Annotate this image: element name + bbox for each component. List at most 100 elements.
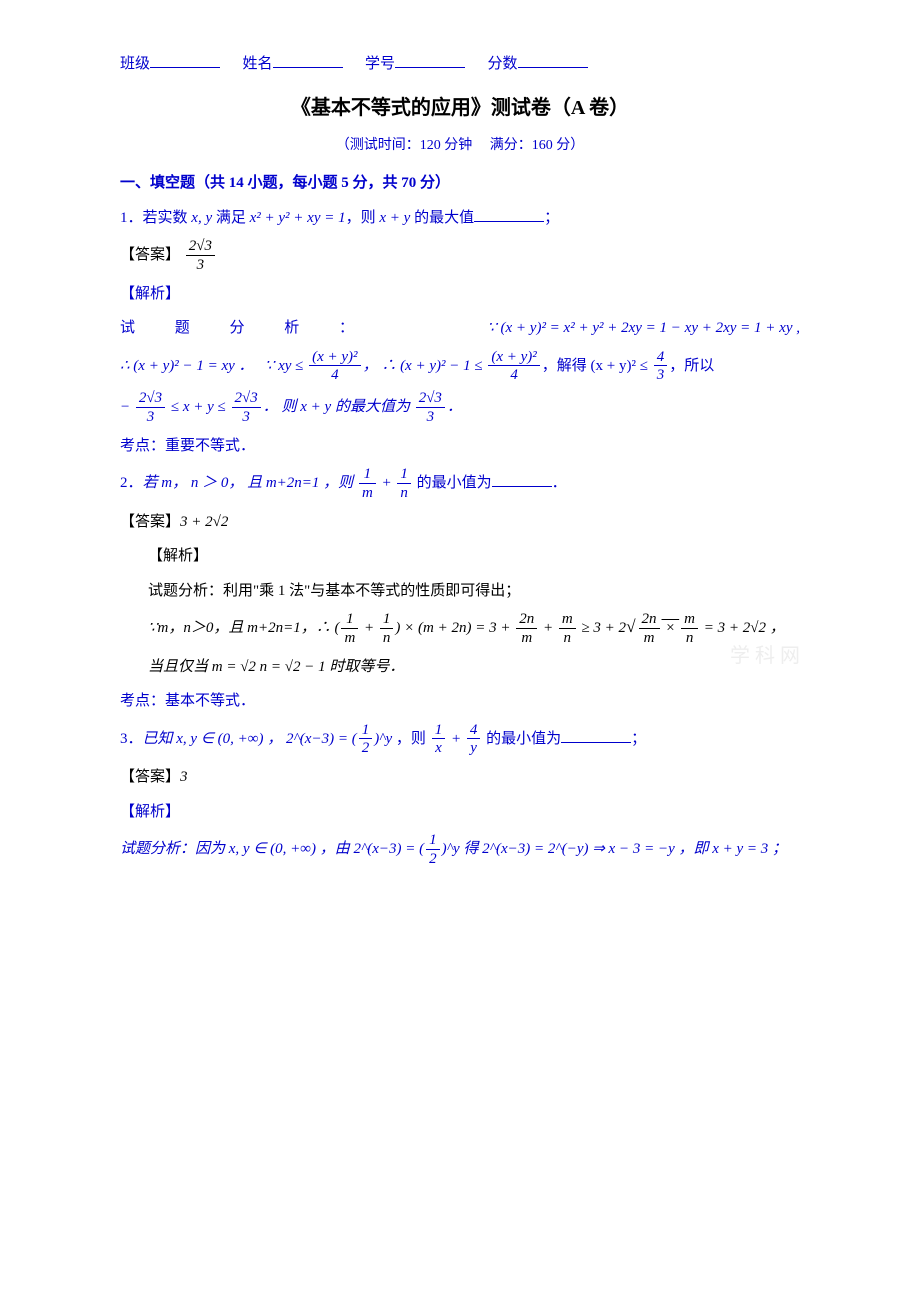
q1-line3-b: ≤ x + y ≤ <box>167 399 229 415</box>
q3-hd: 2 <box>359 739 373 757</box>
q2-text-a: 若 m， n ＞ 0， 且 m+2n=1 ，则 <box>143 475 357 491</box>
q1-line3-c: ． 则 x + y 的最大值为 <box>263 399 414 415</box>
q1-frac2-den: 4 <box>309 366 360 384</box>
subtitle-score: 满分：160 分） <box>490 138 585 153</box>
q3-expr1b: )^y <box>374 731 392 747</box>
q2-plus: + <box>378 475 396 491</box>
section-1-head: 一、填空题（共 14 小题，每小题 5 分，共 70 分） <box>120 169 800 198</box>
q1-text-d: 的最大值 <box>410 210 474 226</box>
q2-l2f2d: n <box>380 629 394 647</box>
q1-tail: ； <box>544 210 559 226</box>
q2-line2-a: ∵m，n＞0，且 m+2n=1，∴ ( <box>148 620 339 636</box>
q1-answer: 【答案】 2√3 3 <box>120 238 800 274</box>
q3-stem: 3．已知 x, y ∈ (0, +∞) ， 2^(x−3) = (12)^y ，… <box>120 722 800 758</box>
q3-line1-a: 试题分析：因为 x, y ∈ (0, +∞) ，由 <box>120 841 353 857</box>
score-label: 分数 <box>488 56 518 72</box>
name-label: 姓名 <box>243 56 273 72</box>
q3-ans: 3 <box>180 769 188 785</box>
q3-fAd: x <box>432 739 446 757</box>
q1-analysis-head: 试 题 分 析 ： <box>120 314 372 343</box>
q1-ans-label: 【答案】 <box>120 247 180 263</box>
q1-f3b-num: 2√3 <box>232 390 261 408</box>
q3-text-a: 已知 x, y ∈ (0, +∞) ， <box>143 731 286 747</box>
q2-kaodian: 考点：基本不等式． <box>120 687 800 716</box>
q3-answer: 【答案】3 <box>120 763 800 792</box>
q2-sqd1: m <box>639 629 660 647</box>
q2-line2-c: ≥ 3 + 2 <box>578 620 626 636</box>
q1-line2-b: ∵ xy ≤ <box>265 358 307 374</box>
q1-line3-a: − <box>120 399 134 415</box>
q1-line2-c: ， ∴ (x + y)² − 1 ≤ <box>363 358 487 374</box>
q3-expr1b2: )^y <box>442 841 460 857</box>
watermark: 学 科 网 <box>730 637 800 675</box>
q3-line1: 试题分析：因为 x, y ∈ (0, +∞) ，由 2^(x−3) = (12)… <box>120 832 800 868</box>
q2-line2: ∵m，n＞0，且 m+2n=1，∴ (1m + 1n) × (m + 2n) =… <box>120 611 800 647</box>
q1-line2-e: ，所以 <box>669 358 714 374</box>
q3-fBd: y <box>467 739 481 757</box>
q2-text-b: 的最小值为 <box>413 475 492 491</box>
q1-xy: x, y <box>191 210 212 226</box>
q2-line3: 当且仅当 m = √2 n = √2 − 1 时取等号． <box>120 653 800 682</box>
header-line: 班级 姓名 学号 分数 <box>120 50 800 79</box>
q1-text-b: 满足 <box>212 210 250 226</box>
q2-sqn1: 2n <box>639 611 660 629</box>
q2-sqn2: m <box>681 611 698 629</box>
class-label: 班级 <box>120 56 150 72</box>
q2-f4n: m <box>559 611 576 629</box>
q1-frac2-num: (x + y)² <box>309 349 360 367</box>
score-blank <box>518 52 588 68</box>
q1-jiexi: 【解析】 <box>120 280 800 309</box>
q1-ans-num: 2√3 <box>186 238 215 256</box>
q1-frac3-den: 3 <box>654 366 668 384</box>
q1-f3b-den: 3 <box>232 408 261 426</box>
q1-kaodian: 考点：重要不等式． <box>120 432 800 461</box>
q1-line1: ∵ (x + y)² = x² + y² + 2xy = 1 − xy + 2x… <box>487 314 800 343</box>
q3-line1-b: 得 2^(x−3) = 2^(−y) ⇒ x − 3 = −y ，即 x + y… <box>460 841 787 857</box>
q1-f3a-num: 2√3 <box>136 390 165 408</box>
q3-hd2: 2 <box>426 850 440 868</box>
q2-line1: 试题分析：利用"乘 1 法"与基本不等式的性质即可得出； <box>120 577 800 606</box>
class-blank <box>150 52 220 68</box>
q2-stem: 2．若 m， n ＞ 0， 且 m+2n=1 ，则 1m + 1n 的最小值为． <box>120 466 800 502</box>
q3-plus: + <box>447 731 465 747</box>
subtitle: （测试时间：120 分钟 满分：160 分） <box>120 133 800 160</box>
q1-target: x + y <box>379 210 410 226</box>
q1-f3c-den: 3 <box>416 408 445 426</box>
q3-blank <box>561 727 631 743</box>
q1-num: 1． <box>120 210 143 226</box>
q1-frac2b-den: 4 <box>488 366 539 384</box>
q1-frac2b-num: (x + y)² <box>488 349 539 367</box>
q3-tail: ； <box>631 731 646 747</box>
q2-f1n: 1 <box>359 466 376 484</box>
q3-fBn: 4 <box>467 722 481 740</box>
name-blank <box>273 52 343 68</box>
q2-tail: ． <box>552 475 567 491</box>
q2-sqd2: n <box>681 629 698 647</box>
q2-num: 2． <box>120 475 143 491</box>
q1-text-c: ，则 <box>346 210 380 226</box>
q2-f2d: n <box>397 484 411 502</box>
q3-fAn: 1 <box>432 722 446 740</box>
q3-hn2: 1 <box>426 832 440 850</box>
q2-ans-label: 【答案】 <box>120 514 180 530</box>
q2-ans: 3 + 2√2 <box>180 514 228 530</box>
q2-blank <box>492 471 552 487</box>
q3-hn: 1 <box>359 722 373 740</box>
q3-text-c: 的最小值为 <box>482 731 561 747</box>
q1-ans-den: 3 <box>186 256 215 274</box>
q1-analysis-line1: 试 题 分 析 ： ∵ (x + y)² = x² + y² + 2xy = 1… <box>120 314 800 343</box>
q1-f3c-num: 2√3 <box>416 390 445 408</box>
q1-blank <box>474 206 544 222</box>
id-label: 学号 <box>365 56 395 72</box>
q3-expr1: 2^(x−3) = ( <box>286 731 357 747</box>
q2-f3n: 2n <box>516 611 537 629</box>
q2-l2f2n: 1 <box>380 611 394 629</box>
q1-line3-d: ． <box>447 399 462 415</box>
q1-analysis-line3: − 2√33 ≤ x + y ≤ 2√33． 则 x + y 的最大值为 2√3… <box>120 390 800 426</box>
q2-answer: 【答案】3 + 2√2 <box>120 508 800 537</box>
q1-line2-d: ，解得 (x + y)² ≤ <box>542 358 652 374</box>
q1-cond: x² + y² + xy = 1 <box>250 210 346 226</box>
page-title: 《基本不等式的应用》测试卷（A 卷） <box>120 89 800 127</box>
q2-line2-b: ) × (m + 2n) = 3 + <box>395 620 514 636</box>
q2-f3d: m <box>516 629 537 647</box>
